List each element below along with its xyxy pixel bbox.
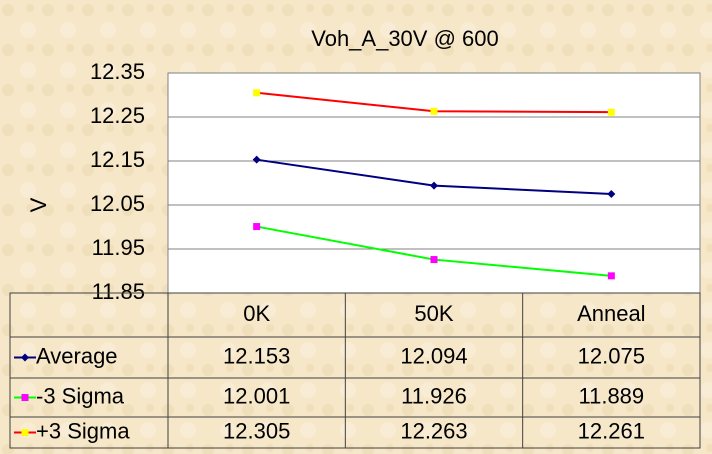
marker	[607, 272, 615, 280]
table-value: 11.926	[401, 383, 467, 408]
y-tick-label: 11.95	[92, 235, 145, 260]
table-value: 12.153	[223, 343, 290, 368]
y-axis-label: V	[26, 197, 51, 212]
x-tick-label: 50K	[414, 301, 453, 326]
table-value: 12.001	[223, 383, 290, 408]
legend-marker	[21, 394, 29, 401]
marker	[430, 107, 438, 115]
y-tick-label: 12.05	[90, 191, 145, 216]
legend-label: +3 Sigma	[36, 418, 130, 443]
x-tick-label: Anneal	[577, 301, 646, 326]
marker	[252, 155, 261, 164]
marker	[430, 181, 438, 190]
legend-label: Average	[36, 343, 118, 368]
table-value: 12.263	[400, 418, 467, 443]
chart-title: Voh_A_30V @ 600	[311, 26, 498, 51]
y-tick-label: 12.15	[90, 147, 145, 172]
marker	[253, 223, 261, 231]
legend-marker	[21, 353, 29, 362]
marker	[607, 108, 615, 116]
table-value: 12.305	[223, 418, 290, 443]
table-value: 12.094	[400, 343, 467, 368]
legend-marker	[21, 429, 29, 436]
marker	[253, 89, 261, 97]
table-value: 11.889	[579, 383, 645, 408]
y-tick-label: 11.85	[92, 279, 145, 304]
y-tick-label: 12.35	[90, 59, 145, 84]
marker	[430, 256, 438, 264]
legend-label: -3 Sigma	[36, 383, 125, 408]
y-tick-label: 12.25	[90, 103, 145, 128]
marker	[607, 190, 616, 198]
table-value: 12.075	[578, 343, 645, 368]
x-tick-label: 0K	[243, 301, 270, 326]
table-value: 12.261	[578, 418, 645, 443]
